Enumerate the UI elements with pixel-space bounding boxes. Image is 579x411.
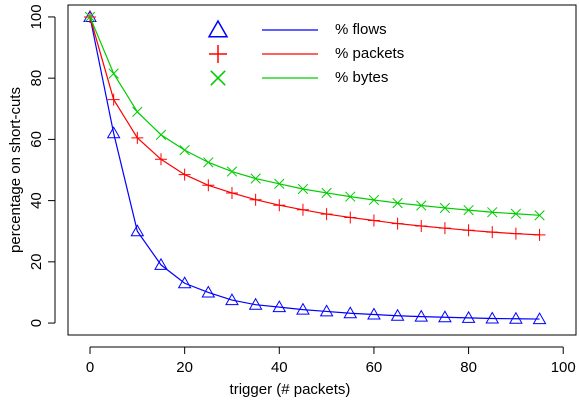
series-line — [89, 16, 540, 320]
y-tick-label: 20 — [28, 253, 45, 270]
x-tick-label: 20 — [176, 359, 193, 376]
data-point — [438, 310, 452, 323]
data-point — [225, 186, 238, 199]
data-point — [202, 179, 215, 192]
data-point — [415, 220, 428, 233]
data-point — [391, 217, 404, 230]
x-tick-label: 100 — [551, 359, 576, 376]
data-point — [487, 207, 498, 218]
x-axis-label: trigger (# packets) — [230, 381, 351, 398]
y-tick-label: 0 — [28, 319, 45, 327]
data-point — [178, 168, 191, 181]
y-tick-label: 40 — [28, 192, 45, 209]
data-point — [462, 224, 475, 237]
legend-marker — [210, 70, 226, 86]
data-point — [154, 257, 168, 270]
x-tick-label: 40 — [271, 359, 288, 376]
legend-label: % flows — [335, 21, 387, 38]
y-tick-label: 60 — [28, 131, 45, 148]
data-point — [344, 211, 357, 224]
data-point — [154, 153, 167, 166]
data-point — [367, 307, 381, 320]
data-point — [177, 276, 192, 289]
data-point — [108, 68, 119, 79]
legend-marker — [207, 19, 229, 38]
plot-box — [67, 4, 577, 336]
data-point — [509, 311, 523, 324]
data-point — [131, 131, 144, 144]
data-point — [343, 306, 358, 319]
data-point — [226, 166, 238, 177]
data-point — [509, 227, 522, 240]
data-point — [249, 193, 262, 206]
data-point — [486, 226, 499, 239]
data-point — [297, 183, 309, 195]
data-point — [367, 214, 380, 227]
data-point — [392, 197, 403, 209]
data-point — [390, 308, 405, 321]
data-point — [130, 224, 145, 237]
data-point — [319, 304, 334, 317]
x-tick-label: 0 — [86, 359, 94, 376]
data-point — [296, 203, 309, 216]
data-point — [106, 126, 121, 139]
data-point — [84, 11, 96, 23]
data-point — [368, 194, 380, 206]
data-point — [107, 93, 120, 106]
series-line — [89, 16, 540, 236]
data-point — [250, 173, 261, 184]
data-point — [463, 204, 474, 216]
data-point — [533, 228, 546, 241]
data-point — [273, 199, 286, 212]
data-point — [272, 300, 287, 313]
data-point — [225, 293, 239, 306]
data-point — [414, 309, 429, 322]
legend-label: % packets — [335, 45, 404, 62]
data-point — [345, 191, 356, 202]
data-point — [416, 200, 427, 211]
data-point — [534, 210, 545, 221]
data-point — [485, 311, 500, 324]
data-point — [461, 310, 476, 323]
legend-label: % bytes — [335, 69, 388, 86]
x-tick-label: 80 — [460, 359, 477, 376]
data-point — [155, 129, 167, 140]
data-point — [201, 285, 216, 298]
data-point — [321, 187, 332, 199]
data-point — [438, 222, 451, 235]
y-axis-label: percentage on short-cuts — [7, 87, 24, 253]
data-point — [203, 157, 214, 168]
legend-marker — [209, 45, 227, 63]
data-point — [296, 302, 310, 315]
data-point — [274, 178, 285, 189]
data-point — [439, 202, 451, 214]
data-point — [248, 297, 263, 310]
data-point — [510, 208, 522, 219]
y-tick-label: 100 — [28, 4, 45, 29]
x-tick-label: 60 — [366, 359, 383, 376]
data-point — [320, 208, 333, 221]
data-point — [179, 144, 190, 156]
data-point — [132, 106, 143, 117]
series-line — [89, 16, 540, 216]
data-point — [532, 312, 547, 325]
y-tick-label: 80 — [28, 70, 45, 87]
